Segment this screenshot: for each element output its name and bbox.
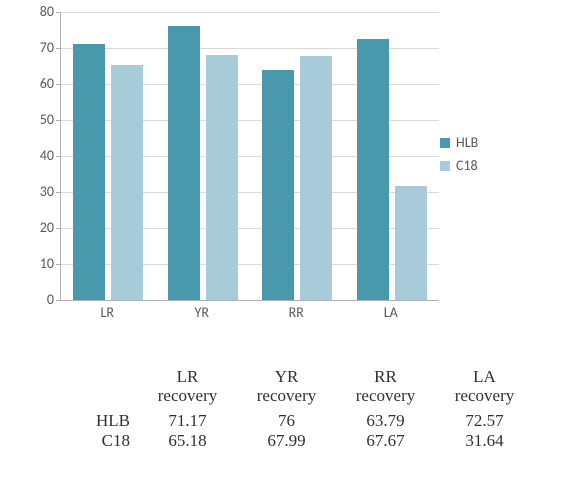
y-axis-label: 40 [14,147,54,164]
table-cell: 72.57 [435,411,534,431]
table-row-label: HLB [58,411,138,431]
table-col-subheader: recovery [237,387,336,406]
table-cell: 65.18 [138,431,237,451]
table-row: HLB 71.17 76 63.79 72.57 [58,411,536,431]
legend-swatch-icon [440,138,450,148]
legend-label: HLB [456,134,478,151]
table-col-subheader: recovery [336,387,435,406]
y-tick [56,228,61,229]
table-cell: 71.17 [138,411,237,431]
bar-hlb-lr [73,44,105,300]
y-axis-label: 10 [14,255,54,272]
y-axis-label: 60 [14,75,54,92]
y-tick [56,192,61,193]
y-tick [56,84,61,85]
table-row: C18 65.18 67.99 67.67 31.64 [58,431,536,451]
bar-c18-yr [206,55,238,300]
y-axis-label: 70 [14,39,54,56]
table-col-header: RR [336,368,435,387]
legend-item-hlb: HLB [440,134,550,151]
x-axis-label: RR [251,304,341,321]
y-tick [56,48,61,49]
table-col-subheader: recovery [435,387,534,406]
x-axis-label: YR [157,304,247,321]
y-tick [56,120,61,121]
gridline [61,12,439,13]
x-axis-label: LA [346,304,436,321]
bar-hlb-yr [168,26,200,300]
table-cell: 67.67 [336,431,435,451]
table-col-subheader: recovery [138,387,237,406]
data-table: LR YR RR LA recovery recovery recovery r… [58,368,536,451]
table-cell: 67.99 [237,431,336,451]
table-cell: 31.64 [435,431,534,451]
legend-swatch-icon [440,161,450,171]
legend-item-c18: C18 [440,157,550,174]
y-tick [56,264,61,265]
y-tick [56,156,61,157]
bar-c18-rr [300,56,332,300]
y-axis-label: 20 [14,219,54,236]
table-col-header: LR [138,368,237,387]
x-axis-label: LR [62,304,152,321]
table-header-row: LR YR RR LA [58,368,536,387]
y-axis-label: 80 [14,3,54,20]
table-row-label: C18 [58,431,138,451]
table-corner [58,368,138,387]
table-cell: 76 [237,411,336,431]
y-tick [56,12,61,13]
plot-area [60,12,439,301]
table-cell: 63.79 [336,411,435,431]
legend: HLB C18 [440,128,550,180]
bar-c18-la [395,186,427,300]
y-axis-label: 30 [14,183,54,200]
y-axis-label: 50 [14,111,54,128]
table-col-header: LA [435,368,534,387]
y-tick [56,300,61,301]
table-col-header: YR [237,368,336,387]
legend-label: C18 [456,157,478,174]
table-corner [58,387,138,406]
table-header-row: recovery recovery recovery recovery [58,387,536,406]
figure-root: 01020304050607080 LRYRRRLA HLB C18 LR YR… [0,0,579,501]
bar-hlb-la [357,39,389,300]
y-axis-label: 0 [14,291,54,308]
bar-hlb-rr [262,70,294,300]
bar-c18-lr [111,65,143,300]
